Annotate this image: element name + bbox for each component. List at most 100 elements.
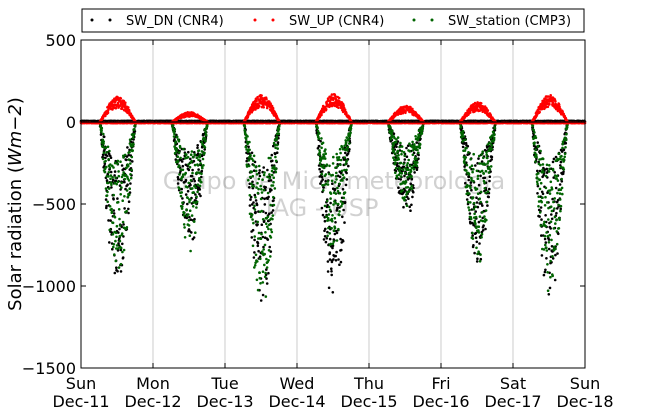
sw-station-point	[120, 186, 123, 189]
sw-station-point	[561, 146, 564, 150]
sw-station-point	[534, 148, 537, 151]
sw-station-point	[482, 172, 486, 175]
sw-station-point	[555, 230, 559, 233]
sw-dn-point	[329, 201, 332, 205]
sw-station-point	[264, 295, 268, 298]
sw-dn-point	[472, 244, 475, 247]
sw-station-point	[339, 163, 342, 166]
sw-station-point	[263, 275, 267, 279]
sw-station-point	[547, 170, 551, 173]
sw-dn-point	[469, 222, 472, 225]
sw-station-point	[418, 143, 422, 146]
sw-station-point	[172, 130, 176, 133]
sw-station-point	[421, 124, 424, 128]
sw-station-point	[104, 146, 108, 150]
sw-station-point	[480, 153, 484, 156]
sw-station-point	[550, 187, 554, 191]
sw-station-point	[265, 257, 268, 261]
sw-station-point	[468, 166, 472, 169]
sw-dn-point	[399, 178, 403, 181]
sw-dn-point	[112, 198, 115, 201]
sw-station-point	[544, 186, 548, 190]
sw-station-point	[110, 210, 114, 214]
sw-station-point	[561, 142, 565, 146]
sw-dn-point	[417, 157, 420, 160]
sw-station-point	[410, 174, 413, 178]
sw-station-point	[255, 260, 259, 263]
sw-dn-point	[112, 209, 116, 212]
sw-station-point	[269, 255, 272, 258]
sw-station-point	[533, 141, 536, 144]
sw-station-point	[264, 222, 268, 225]
sw-station-point	[552, 227, 556, 230]
sw-station-point	[251, 159, 255, 162]
sw-station-point	[272, 203, 276, 207]
sw-station-point	[257, 177, 261, 181]
sw-station-point	[172, 135, 176, 138]
sw-dn-point	[258, 174, 262, 178]
sw-station-point	[337, 156, 341, 159]
sw-dn-point	[320, 175, 324, 179]
sw-dn-point	[410, 203, 413, 207]
sw-station-point	[273, 187, 277, 190]
sw-station-point	[333, 226, 337, 230]
sw-station-point	[275, 135, 279, 139]
sw-station-point	[192, 220, 196, 223]
sw-dn-point	[251, 228, 255, 232]
sw-dn-point	[116, 270, 119, 273]
sw-dn-point	[541, 192, 545, 196]
sw-dn-point	[554, 186, 558, 190]
sw-station-point	[338, 182, 342, 186]
sw-station-point	[183, 211, 186, 215]
sw-dn-point	[556, 207, 559, 210]
sw-station-point	[405, 164, 409, 167]
sw-station-point	[180, 207, 184, 210]
sw-station-point	[329, 242, 333, 246]
sw-station-point	[171, 123, 175, 127]
sw-station-point	[200, 172, 203, 176]
sw-station-point	[412, 164, 415, 167]
sw-station-point	[250, 182, 253, 185]
sw-station-point	[471, 231, 474, 235]
sw-station-point	[269, 203, 273, 207]
sw-station-point	[318, 162, 322, 165]
sw-station-point	[114, 259, 118, 263]
sw-station-point	[565, 132, 568, 136]
sw-station-point	[251, 218, 254, 221]
sw-dn-point	[126, 183, 129, 186]
sw-station-point	[485, 151, 488, 154]
sw-dn-point	[318, 167, 321, 171]
sw-dn-point	[176, 182, 180, 185]
sw-dn-point	[253, 160, 257, 164]
sw-station-point	[116, 180, 120, 183]
sw-dn-point	[184, 178, 188, 182]
sw-dn-point	[196, 152, 200, 155]
sw-station-point	[256, 288, 260, 292]
sw-station-point	[392, 156, 395, 159]
sw-station-point	[191, 187, 194, 190]
sw-station-point	[196, 190, 199, 194]
sw-dn-point	[345, 171, 348, 175]
sw-dn-point	[249, 198, 252, 201]
sw-dn-point	[342, 208, 345, 212]
sw-station-point	[338, 147, 342, 151]
sw-dn-point	[111, 247, 114, 251]
sw-dn-point	[253, 193, 257, 197]
sw-station-point	[341, 179, 344, 182]
sw-station-point	[548, 233, 552, 237]
sw-station-point	[533, 131, 536, 134]
sw-dn-point	[336, 206, 339, 210]
sw-station-point	[187, 219, 191, 222]
sw-dn-point	[267, 195, 270, 199]
sw-dn-point	[269, 179, 273, 182]
sw-dn-point	[270, 153, 274, 157]
sw-station-point	[185, 153, 188, 157]
sw-station-point	[262, 173, 266, 177]
sw-station-point	[346, 145, 350, 149]
sw-station-point	[196, 183, 200, 186]
sw-station-point	[459, 126, 463, 129]
sw-station-point	[474, 222, 477, 226]
sw-station-point	[188, 234, 192, 237]
sw-dn-point	[470, 208, 474, 211]
sw-station-point	[244, 145, 248, 148]
